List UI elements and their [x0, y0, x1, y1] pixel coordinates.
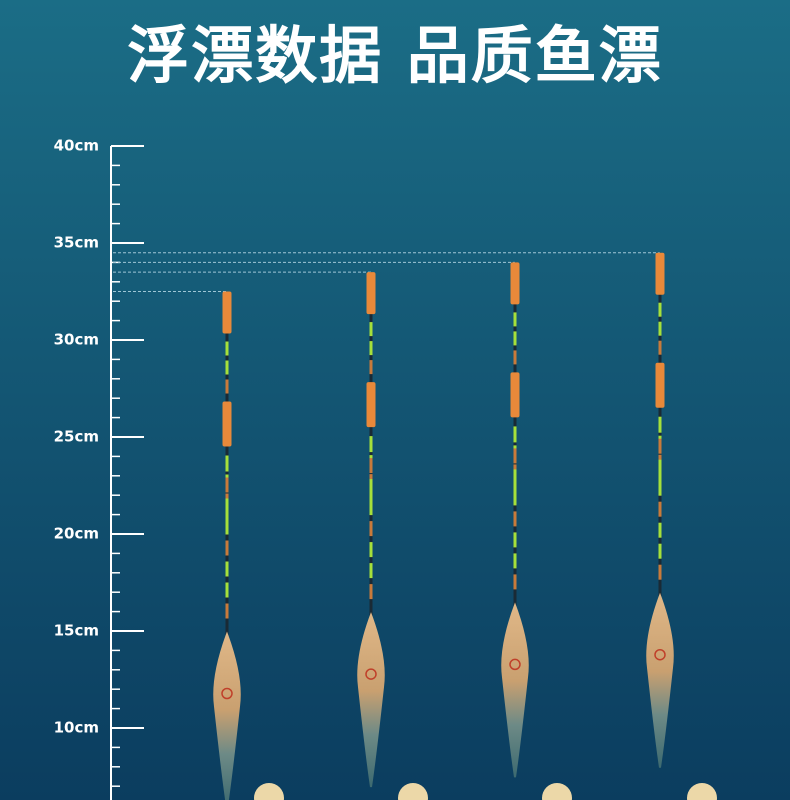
antenna-segment	[658, 543, 662, 559]
antenna-segment	[225, 341, 229, 356]
bead	[542, 783, 572, 800]
antenna-segment	[225, 360, 229, 375]
antenna-segment	[513, 469, 517, 485]
antenna-segment	[658, 321, 662, 336]
antenna-segment	[513, 511, 517, 527]
fishing-float	[113, 271, 428, 800]
antenna-segment	[513, 532, 517, 548]
antenna-segment	[513, 331, 517, 346]
antenna-segment	[225, 498, 229, 514]
bead	[687, 783, 717, 800]
chart-title: 浮漂数据 品质鱼漂	[127, 19, 663, 92]
float-body	[213, 631, 241, 800]
antenna-segment	[513, 574, 517, 590]
fishing-float	[113, 261, 572, 800]
antenna-segment	[369, 322, 373, 337]
antenna-segment	[513, 553, 517, 569]
antenna-segment	[513, 448, 517, 464]
antenna-segment	[225, 379, 229, 394]
antenna-segment	[225, 582, 229, 598]
antenna-segment	[225, 540, 229, 556]
antenna-segment	[225, 519, 229, 535]
fishing-float	[113, 291, 284, 800]
antenna-segment	[655, 252, 665, 295]
antenna-segment	[513, 427, 517, 443]
antenna-segment	[225, 603, 229, 619]
antenna-segment	[658, 501, 662, 517]
antenna-segment	[513, 490, 517, 506]
antenna-segment	[513, 350, 517, 365]
float-body	[646, 592, 674, 768]
antenna-segment	[369, 458, 373, 474]
antenna-segment	[222, 401, 232, 447]
y-tick-label: 20cm	[54, 525, 99, 543]
logo	[221, 687, 233, 700]
antenna-segment	[369, 437, 373, 453]
y-tick-label: 40cm	[54, 137, 99, 155]
fishing-float	[113, 252, 717, 800]
antenna-segment	[369, 500, 373, 516]
y-tick-label: 10cm	[54, 719, 99, 737]
antenna-segment	[658, 302, 662, 317]
float-body	[357, 612, 385, 788]
antenna-segment	[369, 479, 373, 495]
antenna-segment	[225, 561, 229, 577]
logo	[654, 648, 666, 661]
antenna-segment	[658, 340, 662, 355]
antenna-segment	[369, 584, 373, 600]
antenna-segment	[510, 262, 520, 305]
antenna-segment	[513, 312, 517, 327]
antenna-segment	[369, 360, 373, 375]
antenna-segment	[369, 563, 373, 579]
antenna-segment	[369, 521, 373, 537]
antenna-segment	[366, 272, 376, 315]
antenna-segment	[658, 522, 662, 538]
antenna-segment	[366, 382, 376, 428]
float-body	[501, 602, 529, 778]
antenna-segment	[369, 341, 373, 356]
antenna-segment	[658, 480, 662, 496]
antenna-segment	[658, 459, 662, 475]
bead	[254, 783, 284, 800]
antenna-segment	[369, 542, 373, 558]
antenna-segment	[510, 372, 520, 418]
y-tick-label: 30cm	[54, 331, 99, 349]
bead	[398, 783, 428, 800]
antenna-segment	[655, 362, 665, 408]
y-tick-label: 35cm	[54, 234, 99, 252]
logo	[365, 668, 377, 680]
antenna-segment	[222, 291, 232, 334]
antenna-segment	[225, 477, 229, 493]
antenna-segment	[225, 456, 229, 472]
antenna-segment	[658, 564, 662, 580]
y-tick-label: 25cm	[54, 428, 99, 446]
logo	[509, 658, 521, 671]
y-tick-label: 15cm	[54, 622, 99, 640]
antenna-segment	[658, 438, 662, 454]
antenna-segment	[658, 417, 662, 433]
